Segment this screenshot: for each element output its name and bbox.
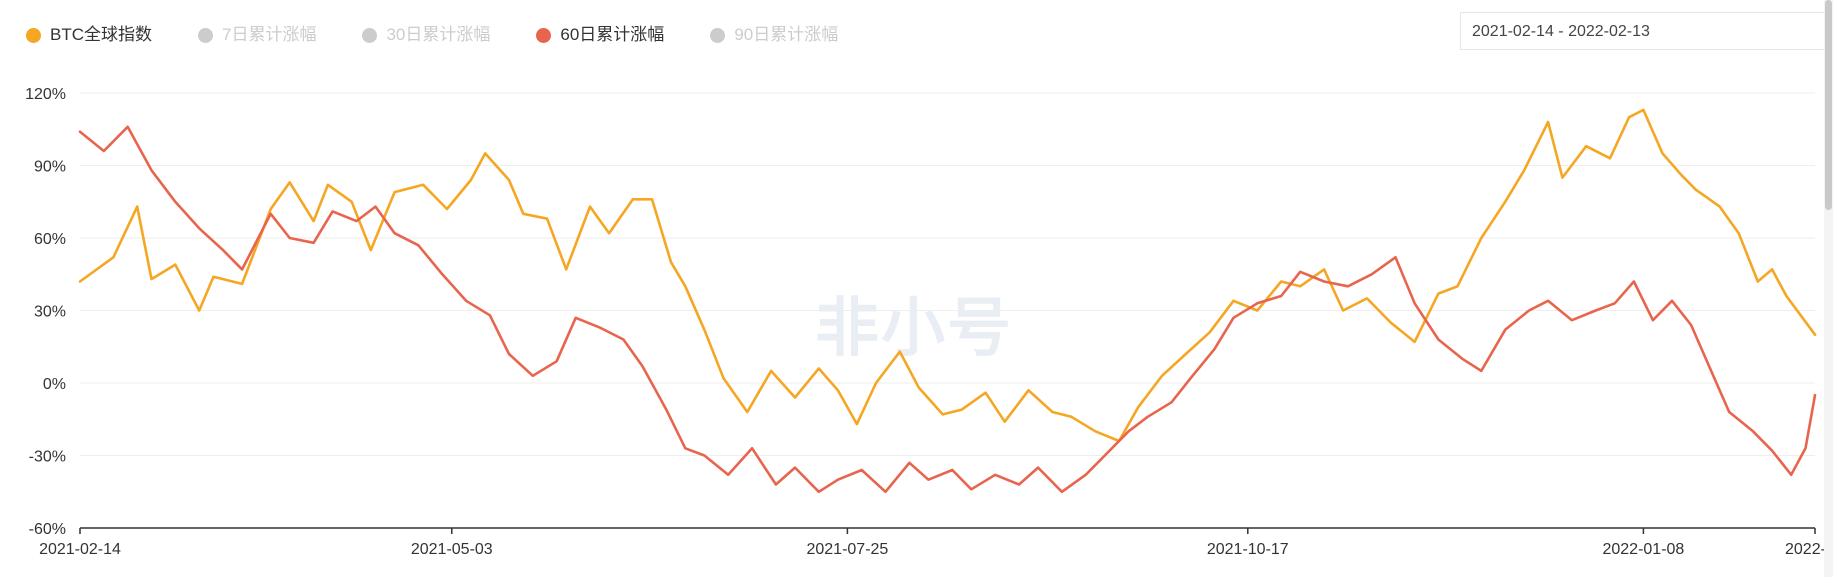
legend-label: 7日累计涨幅 (222, 25, 317, 44)
legend-dot-icon (536, 27, 552, 43)
y-tick-label: 90% (34, 159, 66, 176)
legend-dot-icon (26, 27, 41, 43)
series-line-btc-index (78, 108, 1817, 443)
legend-item-30d[interactable]: 30日累计涨幅 (362, 25, 490, 45)
series-line-60d-change (78, 125, 1817, 494)
y-tick-label: 0% (43, 376, 66, 393)
y-tick-label: 30% (34, 304, 66, 321)
legend-item-90d[interactable]: 90日累计涨幅 (710, 25, 838, 45)
chart-legend: BTC全球指数 7日累计涨幅 30日累计涨幅 60日累计涨幅 90日累计涨幅 (26, 18, 884, 52)
y-tick-label: 120% (25, 86, 66, 103)
legend-item-7d[interactable]: 7日累计涨幅 (198, 25, 316, 45)
legend-label: 30日累计涨幅 (386, 25, 491, 44)
legend-label: 90日累计涨幅 (734, 25, 839, 44)
x-tick-label: 2021-05-03 (411, 541, 493, 558)
legend-label: BTC全球指数 (50, 25, 152, 44)
legend-item-btc-index[interactable]: BTC全球指数 (26, 25, 152, 45)
legend-dot-icon (362, 27, 378, 43)
legend-item-60d[interactable]: 60日累计涨幅 (536, 25, 664, 45)
scrollbar-thumb[interactable] (1825, 0, 1832, 210)
x-tick-label: 2021-07-25 (806, 541, 888, 558)
y-tick-label: -30% (29, 449, 66, 466)
x-tick-label: 2022-0 (1785, 541, 1833, 558)
legend-label: 60日累计涨幅 (560, 25, 665, 44)
series-lines (78, 108, 1817, 494)
watermark-logo: 非小号 (815, 292, 1013, 366)
y-axis: -60% -30% 0% 30% 60% 90% 120% (25, 86, 66, 538)
x-tick-label: 2021-10-17 (1207, 541, 1289, 558)
vertical-scrollbar[interactable] (1824, 0, 1833, 577)
y-tick-label: -60% (29, 521, 66, 538)
y-tick-label: 60% (34, 231, 66, 248)
x-tick-label: 2021-02-14 (39, 541, 121, 558)
x-tick-label: 2022-01-08 (1602, 541, 1684, 558)
x-axis: 2021-02-14 2021-05-03 2021-07-25 2021-10-17… (39, 527, 1833, 558)
legend-dot-icon (710, 27, 726, 43)
date-range-picker[interactable]: 2021-02-14 - 2022-02-13 (1460, 12, 1833, 50)
legend-dot-icon (198, 27, 213, 43)
